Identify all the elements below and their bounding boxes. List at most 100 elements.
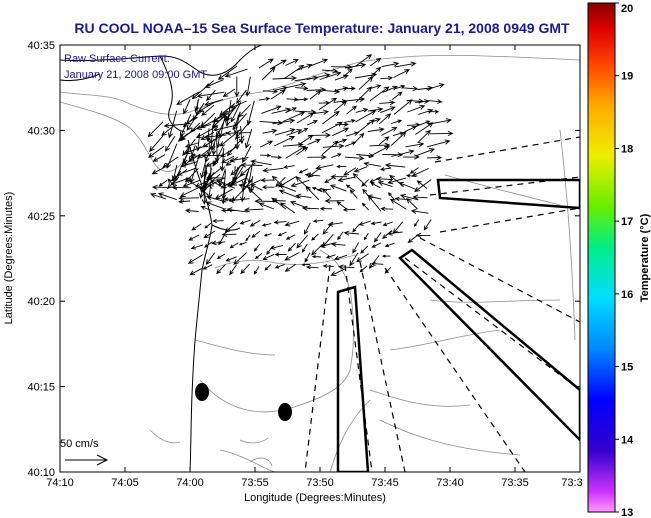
zone-outlines [336, 178, 580, 472]
current-vector [371, 242, 382, 248]
current-vector [337, 264, 355, 270]
current-vector [426, 139, 451, 148]
current-vector [384, 162, 406, 168]
current-vector [240, 263, 250, 275]
current-vector [380, 106, 396, 114]
current-vector [312, 219, 324, 223]
x-tick-label: 74:05 [111, 477, 139, 489]
current-vector [380, 75, 394, 81]
x-tick-label: 74:00 [176, 477, 204, 489]
current-vector [322, 110, 340, 125]
current-vector [212, 219, 224, 224]
current-vector [222, 88, 236, 98]
current-vector [249, 219, 261, 227]
current-vector [402, 86, 419, 92]
current-vector [315, 164, 334, 171]
current-vector [191, 223, 202, 231]
current-vector [391, 149, 415, 157]
current-vector [336, 201, 347, 209]
y-tick-label: 40:15 [27, 382, 55, 394]
current-vector [394, 196, 407, 201]
current-vector [391, 119, 403, 124]
current-vector [337, 231, 344, 241]
current-vector [430, 130, 454, 137]
current-vector [229, 264, 237, 276]
current-vector [346, 105, 358, 115]
current-vector [305, 185, 320, 201]
current-vector [164, 135, 176, 152]
current-vector [393, 84, 406, 90]
current-vector [323, 143, 345, 149]
current-vector [258, 202, 275, 210]
current-vector [404, 125, 417, 133]
current-vector [415, 122, 434, 135]
current-vector [405, 141, 425, 148]
current-vector [344, 155, 365, 161]
current-vector [225, 100, 232, 128]
current-vector [325, 254, 336, 259]
x-tick-label: 73:35 [501, 477, 529, 489]
current-vector [205, 128, 211, 143]
current-vector [332, 127, 350, 137]
scale-arrow [65, 454, 109, 466]
current-vector [368, 84, 382, 90]
current-vector [184, 153, 196, 167]
current-vector [205, 159, 219, 167]
current-vector [374, 232, 382, 243]
current-vector [290, 179, 310, 188]
current-vector [295, 193, 312, 199]
x-tick-label: 73:40 [436, 477, 464, 489]
current-vector [250, 184, 263, 191]
scale-label: 50 cm/s [60, 438, 99, 450]
current-vector [409, 167, 419, 174]
current-vector [271, 175, 285, 188]
current-vector [337, 176, 356, 183]
current-vector [179, 186, 201, 197]
current-vector [370, 182, 381, 189]
current-vector [377, 180, 393, 188]
current-vector [216, 253, 226, 260]
current-vector [307, 138, 321, 146]
current-vector [388, 192, 395, 201]
current-vector [324, 198, 345, 204]
current-vector [236, 89, 247, 104]
current-vector [195, 125, 219, 139]
current-vector [355, 86, 373, 103]
current-vector [369, 86, 390, 102]
current-vector [349, 189, 358, 199]
y-tick-label: 40:20 [27, 296, 55, 308]
current-vector [306, 72, 331, 81]
current-vector [275, 176, 286, 188]
current-vector [224, 221, 238, 233]
current-vector [253, 243, 261, 252]
current-vector [259, 140, 274, 148]
current-vector [285, 107, 297, 114]
current-vector [301, 263, 310, 267]
current-vector [296, 234, 309, 249]
current-vector [283, 111, 306, 122]
colorbar-tick-label: 19 [621, 71, 633, 83]
current-vector [262, 253, 275, 260]
current-vector [253, 266, 260, 275]
current-vector [368, 255, 380, 269]
current-vector [254, 198, 275, 204]
current-vector [381, 254, 391, 258]
current-vector [296, 97, 309, 102]
current-vector [278, 184, 297, 192]
current-vector [231, 180, 253, 203]
current-vector [391, 91, 403, 100]
x-axis: 74:10 74:05 74:00 73:55 73:50 73:45 73:40 73:35… [46, 45, 583, 489]
y-tick-label: 40:25 [27, 211, 55, 223]
current-vector [274, 252, 287, 257]
current-vector [176, 91, 200, 105]
current-vector [304, 172, 321, 178]
current-vector [201, 153, 225, 159]
current-vector [261, 105, 282, 114]
current-vector [375, 176, 393, 182]
current-vector [206, 90, 216, 102]
current-vector [344, 62, 367, 69]
buoy-marker [195, 383, 209, 401]
x-axis-label: Longitude (Degrees:Minutes) [244, 492, 386, 504]
current-vector [200, 205, 213, 212]
